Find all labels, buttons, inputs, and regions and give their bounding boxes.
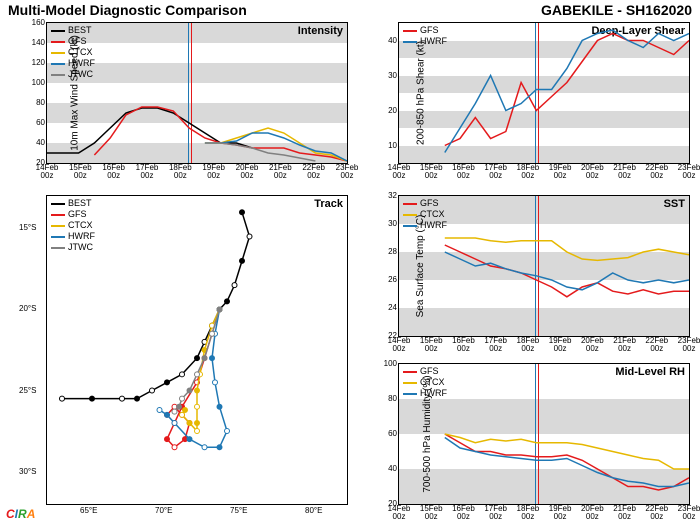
track-panel: Track BESTGFSCTCXHWRFJTWC 65°E70°E75°E80… <box>46 195 348 505</box>
rh-panel: Mid-Level RH 700-500 hPa Humidity (%) GF… <box>398 363 690 505</box>
storm-id: GABEKILE - SH162020 <box>541 2 692 18</box>
cira-logo: CIRA <box>6 507 35 521</box>
intensity-panel: Intensity 10m Max Wind Speed (kt) BESTGF… <box>46 22 348 164</box>
shear-panel: Deep-Layer Shear 200-850 hPa Shear (kt) … <box>398 22 690 164</box>
sst-panel: SST Sea Surface Temp (°C) GFSCTCXHWRF 22… <box>398 195 690 337</box>
main-title: Multi-Model Diagnostic Comparison <box>8 2 247 18</box>
